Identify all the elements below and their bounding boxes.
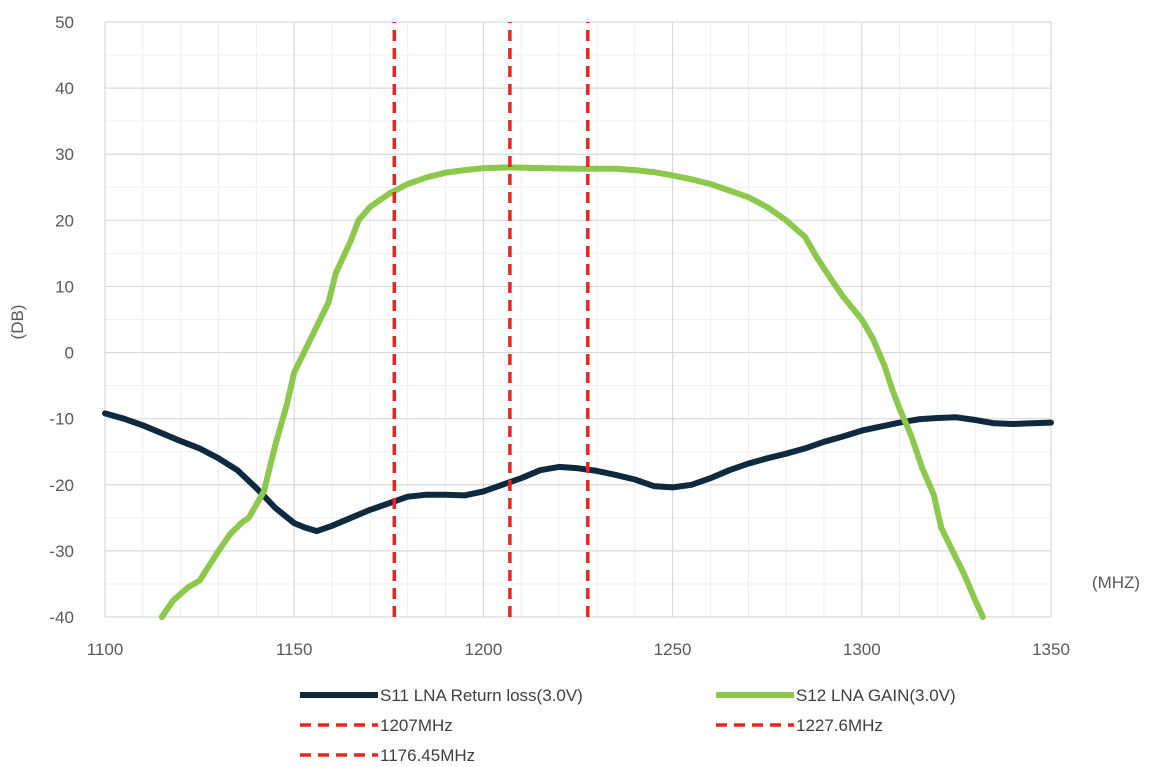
y-tick-label: 0	[65, 344, 74, 363]
series-line-1	[102, 410, 1054, 535]
series-line-2	[158, 164, 986, 620]
y-axis-ticks: 50 40 30 20 10 0 -10 -20 -30 -40	[49, 13, 74, 627]
y-tick-label: 50	[55, 13, 74, 32]
y-tick-label: 30	[55, 145, 74, 164]
legend-item: 1207MHz	[300, 716, 453, 735]
y-tick-label: 10	[55, 277, 74, 296]
y-tick-label: -20	[49, 476, 74, 495]
series-layer	[102, 22, 1054, 620]
x-tick-label: 1300	[843, 640, 881, 659]
legend-item: S11 LNA Return loss(3.0V)	[300, 686, 583, 705]
x-tick-label: 1250	[654, 640, 692, 659]
legend-item: 1227.6MHz	[716, 716, 883, 735]
legend-item: S12 LNA GAIN(3.0V)	[716, 686, 956, 705]
legend-label: S12 LNA GAIN(3.0V)	[796, 686, 956, 705]
x-axis-ticks: 1100 1150 1200 1250 1300 1350	[87, 640, 1070, 659]
legend-label: 1176.45MHz	[380, 746, 475, 765]
y-tick-label: -30	[49, 542, 74, 561]
x-tick-label: 1100	[87, 640, 124, 659]
x-tick-label: 1200	[464, 640, 502, 659]
minor-gridlines	[105, 22, 1051, 617]
legend-label: S11 LNA Return loss(3.0V)	[380, 686, 583, 705]
y-tick-label: -40	[49, 608, 74, 627]
y-axis-title: (DB)	[8, 305, 27, 340]
legend-label: 1207MHz	[380, 716, 453, 735]
legend-item: 1176.45MHz	[300, 746, 475, 765]
x-tick-label: 1350	[1032, 640, 1070, 659]
y-tick-label: -10	[49, 410, 74, 429]
x-axis-title: (MHZ)	[1092, 573, 1140, 592]
legend-label: 1227.6MHz	[796, 716, 883, 735]
x-tick-label: 1150	[276, 640, 313, 659]
y-tick-label: 20	[55, 211, 74, 230]
legend: S11 LNA Return loss(3.0V) S12 LNA GAIN(3.…	[300, 686, 956, 765]
y-tick-label: 40	[55, 79, 74, 98]
